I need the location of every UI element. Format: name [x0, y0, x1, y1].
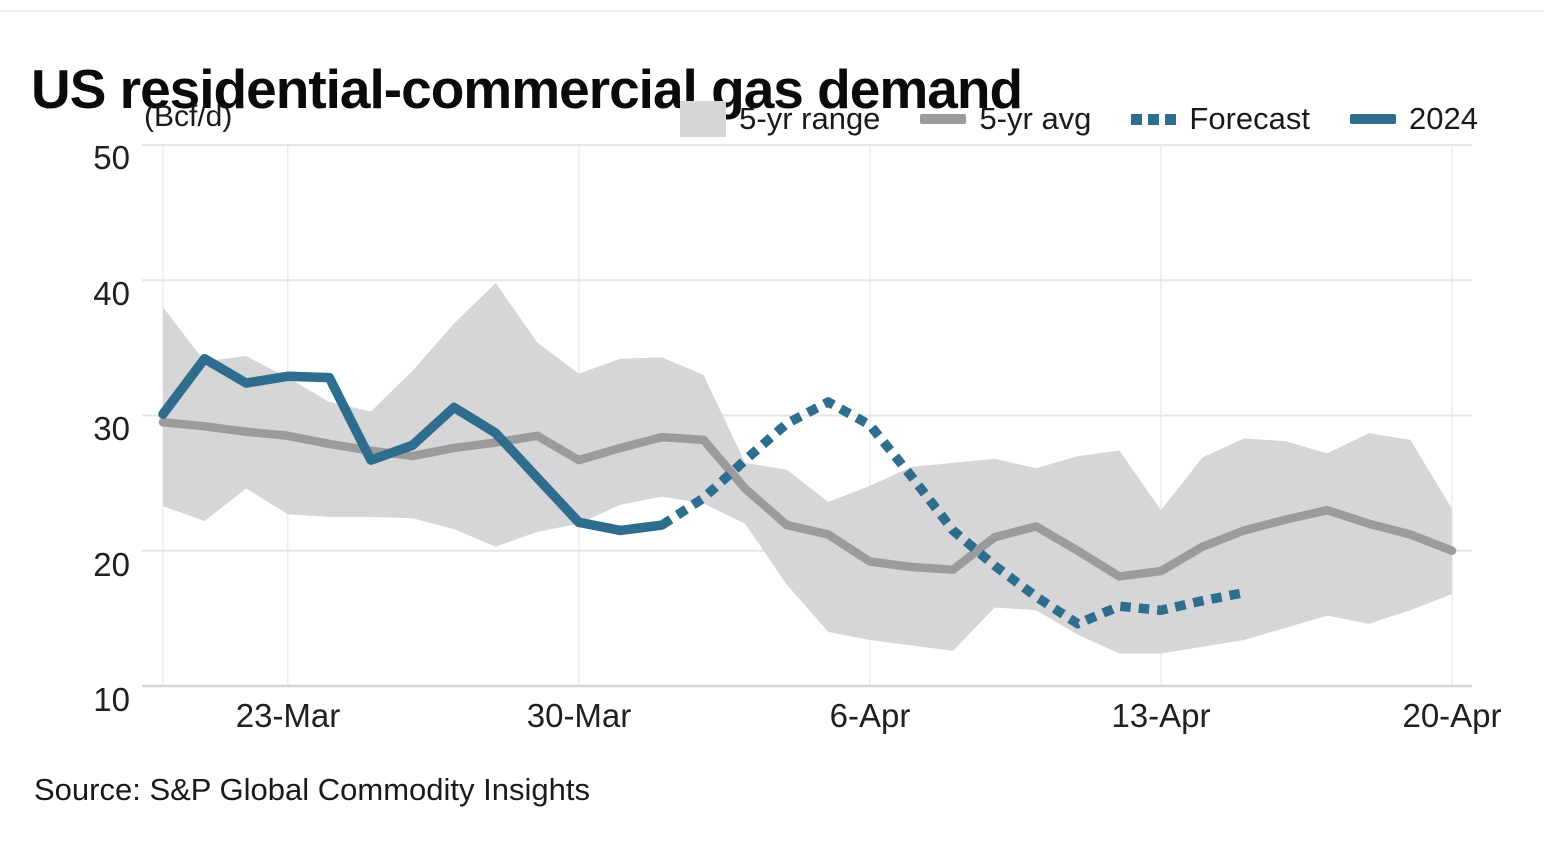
page-title: US residential-commercial gas demand	[31, 57, 1023, 120]
y-tick-30: 30	[93, 410, 130, 447]
source-attribution: Source: S&P Global Commodity Insights	[34, 772, 590, 807]
legend-item-5yr-avg: 5-yr avg	[920, 101, 1091, 137]
five-year-avg-line	[158, 418, 1457, 581]
legend-label: Forecast	[1189, 101, 1311, 136]
y-axis-unit-label: (Bcf/d)	[144, 100, 233, 133]
legend-label: 5-yr range	[739, 101, 881, 136]
band-swatch-icon	[680, 101, 727, 137]
legend-item-forecast: Forecast	[1131, 101, 1310, 137]
y-tick-20: 20	[93, 546, 130, 583]
legend-label: 2024	[1409, 101, 1478, 136]
x-tick-23-mar: 23-Mar	[235, 697, 341, 734]
gray-line-swatch-icon	[920, 114, 967, 124]
five-year-range-band	[163, 282, 1452, 654]
legend-item-5yr-range: 5-yr range	[680, 101, 880, 137]
x-tick-13-apr: 13-Apr	[1111, 697, 1211, 734]
forecast-dotted-line	[659, 397, 1246, 629]
legend-label: 5-yr avg	[979, 101, 1092, 136]
line-2024	[158, 353, 667, 536]
x-tick-6-apr: 6-Apr	[829, 697, 911, 734]
blue-line-swatch-icon	[1350, 114, 1397, 124]
x-tick-30-mar: 30-Mar	[526, 697, 632, 734]
dotted-line-swatch-icon	[1131, 113, 1177, 125]
top-divider	[0, 10, 1544, 12]
y-tick-50: 50	[93, 139, 130, 176]
legend-item-2024: 2024	[1350, 101, 1478, 137]
x-tick-20-apr: 20-Apr	[1402, 697, 1502, 734]
y-tick-10: 10	[93, 681, 130, 718]
chart-legend: 5-yr range 5-yr avg Forecast 2024	[680, 98, 1478, 140]
y-tick-40: 40	[93, 275, 130, 312]
